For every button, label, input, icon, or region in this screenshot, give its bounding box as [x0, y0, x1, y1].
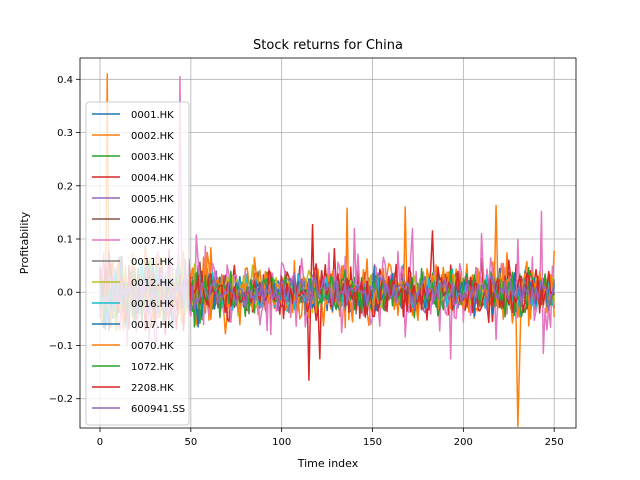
plot-frame	[79, 57, 577, 429]
chart-title: Stock returns for China	[253, 38, 403, 53]
legend-entry: 0070.HK	[131, 341, 174, 352]
y-tick-label: 0.3	[57, 128, 73, 139]
y-tick-label: 0.1	[57, 235, 73, 246]
x-tick-label: 100	[272, 437, 291, 448]
x-tick-label: 200	[454, 437, 473, 448]
legend-entry: 2208.HK	[131, 383, 174, 394]
legend-entry: 600941.SS	[131, 404, 185, 415]
legend-entry: 0001.HK	[131, 110, 174, 121]
legend-entry: 1072.HK	[131, 362, 174, 373]
y-tick-label: 0.0	[57, 288, 73, 299]
y-tick-label: −0.1	[49, 341, 73, 352]
legend-entry: 0011.HK	[131, 257, 174, 268]
x-tick-label: 0	[97, 437, 103, 448]
y-tick-label: 0.4	[57, 75, 73, 86]
x-axis-ticks: 0 50 100 150 200 250	[97, 428, 564, 448]
legend: 0001.HK 0002.HK 0003.HK 0004.HK 0005.HK 0006.…	[85, 101, 190, 426]
legend-entry: 0003.HK	[131, 152, 174, 163]
legend-entry: 0007.HK	[131, 236, 174, 247]
x-axis-label: Time index	[297, 457, 359, 470]
legend-entry: 0016.HK	[131, 299, 174, 310]
y-tick-label: 0.2	[57, 181, 73, 192]
legend-entry: 0005.HK	[131, 194, 174, 205]
y-axis-label: Profitability	[18, 211, 31, 274]
legend-entry: 0002.HK	[131, 131, 174, 142]
legend-entry: 0017.HK	[131, 320, 174, 331]
x-tick-label: 50	[184, 437, 197, 448]
x-tick-label: 250	[545, 437, 564, 448]
y-axis-ticks: −0.2 −0.1 0.0 0.1 0.2 0.3 0.4	[49, 75, 80, 405]
y-tick-label: −0.2	[49, 394, 73, 405]
legend-entry: 0004.HK	[131, 173, 174, 184]
x-tick-label: 150	[363, 437, 382, 448]
legend-entry: 0012.HK	[131, 278, 174, 289]
legend-entry: 0006.HK	[131, 215, 174, 226]
